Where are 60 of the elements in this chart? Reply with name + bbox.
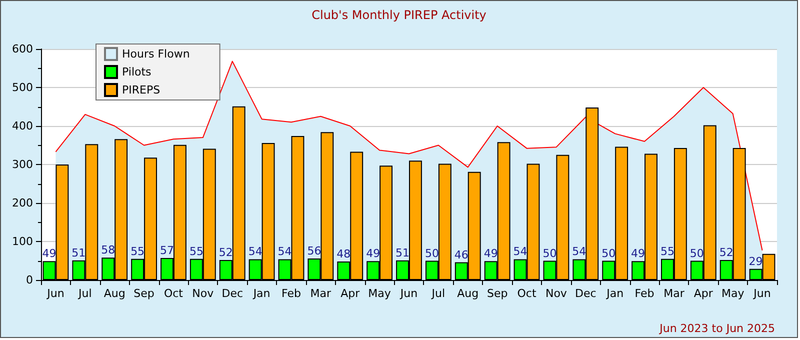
data-label: 56 bbox=[307, 244, 322, 258]
chart-title: Club's Monthly PIREP Activity bbox=[312, 8, 486, 22]
x-tick-label: Apr bbox=[340, 287, 360, 300]
data-label: 51 bbox=[396, 246, 410, 260]
y-tick-label: 200 bbox=[12, 196, 33, 210]
x-tick-label: Feb bbox=[634, 287, 654, 300]
data-label: 29 bbox=[748, 254, 763, 268]
data-label: 57 bbox=[160, 244, 174, 258]
x-tick-label: Mar bbox=[310, 287, 332, 300]
data-label: 55 bbox=[189, 244, 204, 258]
x-tick-label: Dec bbox=[574, 287, 596, 300]
x-tick-label: Sep bbox=[486, 287, 508, 300]
legend-label: PIREPS bbox=[122, 84, 160, 96]
x-tick-label: Jan bbox=[606, 287, 624, 300]
x-tick-label: Nov bbox=[545, 287, 568, 300]
data-label: 54 bbox=[572, 245, 586, 258]
y-tick-label: 500 bbox=[12, 81, 33, 94]
data-label: 52 bbox=[719, 246, 734, 259]
data-label: 58 bbox=[101, 244, 116, 257]
y-tick-label: 0 bbox=[26, 274, 33, 286]
data-label: 48 bbox=[336, 248, 351, 261]
data-label: 55 bbox=[130, 244, 145, 258]
x-tick-label: Apr bbox=[694, 287, 714, 300]
data-label: 50 bbox=[602, 246, 616, 260]
data-label: 51 bbox=[72, 246, 86, 260]
data-label: 49 bbox=[42, 247, 56, 260]
text: Jun 2023 to Jun 2025 bbox=[658, 322, 776, 335]
data-label: 49 bbox=[631, 247, 646, 260]
x-tick-label: Aug bbox=[104, 287, 126, 300]
x-tick-label: Mar bbox=[664, 287, 685, 300]
legend-label: Hours Flown bbox=[122, 48, 190, 60]
data-label: 46 bbox=[454, 248, 468, 262]
data-label: 49 bbox=[484, 247, 498, 260]
data-label: 52 bbox=[218, 246, 233, 259]
data-label: 49 bbox=[366, 247, 380, 260]
data-label: 54 bbox=[248, 245, 262, 258]
y-tick-label: 400 bbox=[12, 120, 33, 132]
x-tick-label: Jul bbox=[78, 287, 92, 300]
x-tick-label: Jun bbox=[752, 287, 771, 300]
x-tick-label: Feb bbox=[282, 287, 301, 300]
x-tick-label: Jan bbox=[252, 287, 270, 300]
x-tick-label: May bbox=[368, 287, 392, 300]
y-tick-label: 100 bbox=[12, 235, 33, 248]
y-tick-label: 600 bbox=[12, 42, 33, 56]
data-label: 50 bbox=[542, 246, 557, 260]
x-tick-label: Dec bbox=[222, 287, 244, 300]
data-label: 50 bbox=[424, 246, 439, 260]
x-tick-label: Sep bbox=[134, 287, 154, 300]
x-tick-label: Oct bbox=[164, 287, 184, 300]
data-label: 55 bbox=[660, 244, 674, 258]
x-tick-label: Aug bbox=[457, 287, 479, 300]
x-tick-label: Oct bbox=[517, 287, 537, 300]
x-tick-label: Jun bbox=[46, 287, 64, 300]
x-tick-label: Jul bbox=[430, 287, 446, 300]
data-label: 50 bbox=[690, 246, 704, 260]
x-tick-label: Nov bbox=[192, 287, 214, 300]
legend-label: Pilots bbox=[122, 66, 152, 78]
y-tick-label: 300 bbox=[12, 158, 33, 171]
x-tick-label: Jun bbox=[399, 287, 418, 300]
x-tick-label: May bbox=[721, 287, 745, 300]
